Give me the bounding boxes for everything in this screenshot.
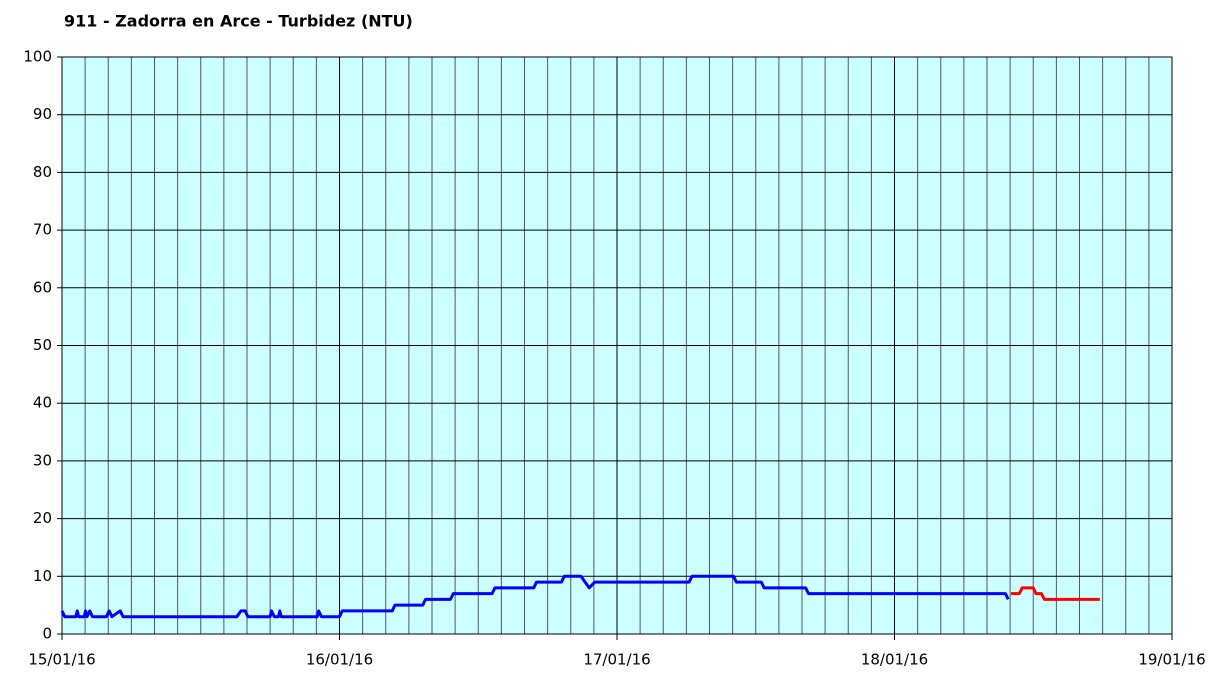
y-tick-label: 30	[33, 451, 52, 469]
x-tick-label: 18/01/16	[861, 651, 928, 669]
y-tick-label: 10	[33, 567, 52, 585]
y-tick-label: 40	[33, 394, 52, 412]
y-tick-label: 70	[33, 221, 52, 239]
y-tick-label: 50	[33, 336, 52, 354]
x-tick-label: 19/01/16	[1138, 651, 1205, 669]
data-line	[60, 574, 1010, 619]
x-tick-label: 16/01/16	[306, 651, 373, 669]
y-tick-label: 90	[33, 105, 52, 123]
chart-title: 911 - Zadorra en Arce - Turbidez (NTU)	[64, 12, 413, 31]
data-line	[1011, 586, 1100, 601]
x-tick-label: 17/01/16	[583, 651, 650, 669]
y-tick-label: 0	[42, 625, 52, 643]
plot-border	[61, 56, 1173, 635]
y-tick-label: 80	[33, 163, 52, 181]
x-tick-label: 15/01/16	[28, 651, 95, 669]
y-tick-label: 60	[33, 278, 52, 296]
y-tick-label: 20	[33, 509, 52, 527]
y-tick-label: 100	[23, 48, 52, 66]
